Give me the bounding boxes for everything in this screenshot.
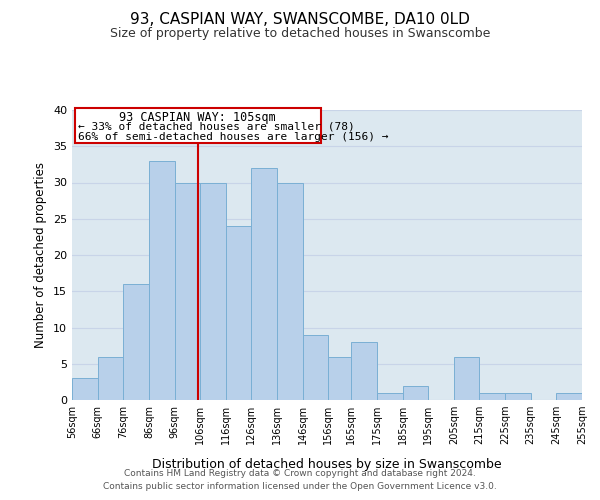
Bar [123,284,149,400]
Bar [72,378,98,400]
Text: 93 CASPIAN WAY: 105sqm: 93 CASPIAN WAY: 105sqm [119,110,276,124]
Bar [74,108,320,142]
Bar [328,356,352,400]
Text: Contains public sector information licensed under the Open Government Licence v3: Contains public sector information licen… [103,482,497,491]
Text: Size of property relative to detached houses in Swanscombe: Size of property relative to detached ho… [110,28,490,40]
X-axis label: Distribution of detached houses by size in Swanscombe: Distribution of detached houses by size … [152,458,502,471]
Bar [302,335,328,400]
Bar [226,226,251,400]
Bar [377,393,403,400]
Bar [505,393,531,400]
Bar [98,356,123,400]
Bar [556,393,582,400]
Bar [403,386,428,400]
Bar [479,393,505,400]
Bar [454,356,479,400]
Bar [251,168,277,400]
Bar [352,342,377,400]
Y-axis label: Number of detached properties: Number of detached properties [34,162,47,348]
Text: 93, CASPIAN WAY, SWANSCOMBE, DA10 0LD: 93, CASPIAN WAY, SWANSCOMBE, DA10 0LD [130,12,470,28]
Text: ← 33% of detached houses are smaller (78): ← 33% of detached houses are smaller (78… [79,121,355,131]
Bar [277,182,302,400]
Bar [175,182,200,400]
Text: 66% of semi-detached houses are larger (156) →: 66% of semi-detached houses are larger (… [79,132,389,142]
Text: Contains HM Land Registry data © Crown copyright and database right 2024.: Contains HM Land Registry data © Crown c… [124,468,476,477]
Bar [200,182,226,400]
Bar [149,161,175,400]
